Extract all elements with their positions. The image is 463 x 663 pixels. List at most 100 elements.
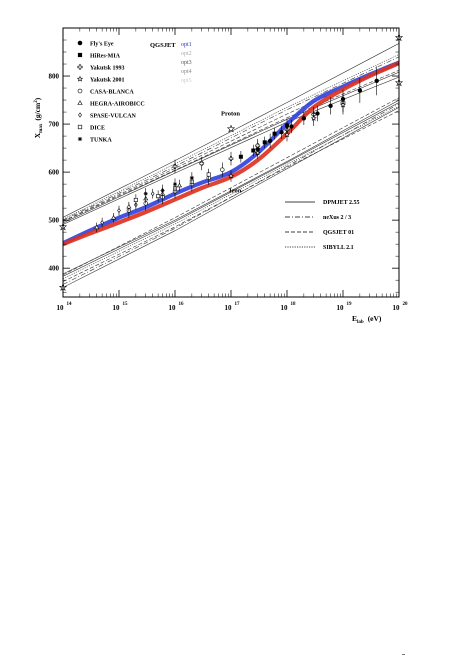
data-point xyxy=(289,124,294,129)
series-4 xyxy=(227,95,347,182)
data-point xyxy=(111,215,117,220)
data-point xyxy=(176,182,182,188)
series-1 xyxy=(255,66,379,158)
model-legend-label: QGSJET 01 xyxy=(323,230,354,236)
y-axis-title: Xmax (g/cm2) xyxy=(33,97,44,138)
iron-model-line-7 xyxy=(63,97,399,276)
y-tick-label: 400 xyxy=(49,265,60,273)
x-tick-exponent: 20 xyxy=(403,302,409,307)
data-point xyxy=(100,219,104,226)
data-point xyxy=(126,204,132,209)
x-tick-label: 10 xyxy=(57,304,65,312)
legend-label: HiRes-MIA xyxy=(90,54,121,60)
iron-model-line-5 xyxy=(63,102,399,277)
model-legend-label: DPMJET 2.55 xyxy=(323,200,360,206)
y-axis-symbol: X xyxy=(33,132,42,138)
proton-model-line-4 xyxy=(63,54,399,220)
qgsjet-option-label: opt1 xyxy=(181,42,192,48)
model-legend-label: neXus 2 / 3 xyxy=(323,215,351,221)
x-tick-label: 10 xyxy=(281,304,289,312)
y-tick-label: 800 xyxy=(49,73,60,81)
axes: 10 14 10 15 10 16 10 17 10 18 10 19 10 20400500600700… xyxy=(49,27,409,312)
data-point xyxy=(227,172,235,179)
y-tick-label: 600 xyxy=(49,169,60,177)
data-point xyxy=(238,154,243,159)
legend-label: HEGRA-AIROBICC xyxy=(90,102,145,108)
legend-marker xyxy=(76,75,84,82)
y-axis-unit: (g/cm xyxy=(33,102,42,121)
data-point xyxy=(272,131,277,136)
legend-label: SPASE-VULCAN xyxy=(90,114,137,120)
legend-marker xyxy=(77,88,83,94)
y-tick-label: 700 xyxy=(49,121,60,129)
iron-model-line-6 xyxy=(63,99,399,275)
data-point xyxy=(283,131,291,138)
data-point xyxy=(374,78,379,84)
legend-label: Yakutsk 1993 xyxy=(90,66,125,72)
annotation-iron: Iron xyxy=(229,187,242,194)
x-axis-symbol: E xyxy=(352,314,357,323)
x-axis-title: Elab (eV) xyxy=(352,314,382,325)
qgsjet-option-label: opt3 xyxy=(181,60,192,66)
data-points xyxy=(58,33,404,291)
x-axis-unit: (eV) xyxy=(368,314,382,323)
data-point xyxy=(150,191,155,197)
data-point xyxy=(310,115,317,121)
qgsjet-option-label: opt5 xyxy=(181,78,192,84)
data-point xyxy=(220,167,225,172)
data-point xyxy=(267,138,273,144)
data-point xyxy=(172,182,178,187)
data-point xyxy=(133,197,138,202)
page-mark xyxy=(402,654,405,655)
x-tick-exponent: 16 xyxy=(179,302,185,307)
data-point xyxy=(189,175,194,180)
data-point xyxy=(262,140,267,145)
x-tick-exponent: 17 xyxy=(235,302,241,307)
x-tick-label: 10 xyxy=(113,304,121,312)
data-point xyxy=(228,156,234,161)
model-legend: DPMJET 2.55 neXus 2 / 3 QGSJET 01 SIBYLL 2.… xyxy=(285,200,360,251)
legend-label: DICE xyxy=(90,126,105,132)
y-tick-label: 500 xyxy=(49,217,60,225)
data-point xyxy=(357,88,363,93)
legend-marker xyxy=(77,136,83,142)
legend-label: Yakutsk 2001 xyxy=(90,78,125,84)
x-tick-exponent: 18 xyxy=(291,302,297,307)
legend-marker xyxy=(77,100,83,105)
data-point xyxy=(172,164,178,169)
legend-marker xyxy=(77,64,83,70)
iron-model-line-3 xyxy=(63,110,399,282)
x-axis-subscript: lab xyxy=(357,320,364,325)
svg-text:Xmax(g/cm2): Xmax (g/cm2) xyxy=(33,97,44,138)
legend-label: CASA-BLANCA xyxy=(90,90,134,96)
data-point xyxy=(206,172,211,177)
x-tick-exponent: 14 xyxy=(67,302,73,307)
data-point xyxy=(143,191,148,196)
data-point xyxy=(279,130,284,135)
iron-model-line-1 xyxy=(63,107,399,288)
legend-label: Fly's Eye xyxy=(90,42,114,48)
x-tick-label: 10 xyxy=(169,304,177,312)
data-point xyxy=(199,161,205,166)
iron-model-line-4 xyxy=(63,106,399,279)
proton-model-line-1 xyxy=(63,43,399,218)
annotation-proton: Proton xyxy=(221,110,240,117)
legend-marker xyxy=(77,52,83,58)
x-tick-exponent: 15 xyxy=(123,302,129,307)
data-point xyxy=(94,224,100,230)
qgsjet-title: QGSJET xyxy=(150,42,176,49)
legend-marker xyxy=(77,40,83,46)
legend-marker xyxy=(77,124,83,130)
data-point xyxy=(254,149,261,156)
x-tick-label: 10 xyxy=(393,304,401,312)
proton-model-line-2 xyxy=(63,56,399,221)
data-point xyxy=(251,148,256,153)
data-point xyxy=(255,143,261,148)
model-legend-label: SIBYLL 2.1 xyxy=(323,245,354,251)
data-point xyxy=(339,101,347,108)
boundary-marker-5 xyxy=(226,124,236,133)
experiment-legend: Fly's Eye HiRes-MIA Yakutsk 1993 Yakutsk 20… xyxy=(76,40,145,144)
y-axis-unit-close: ) xyxy=(33,97,42,100)
annotations: Proton Iron xyxy=(221,110,242,194)
